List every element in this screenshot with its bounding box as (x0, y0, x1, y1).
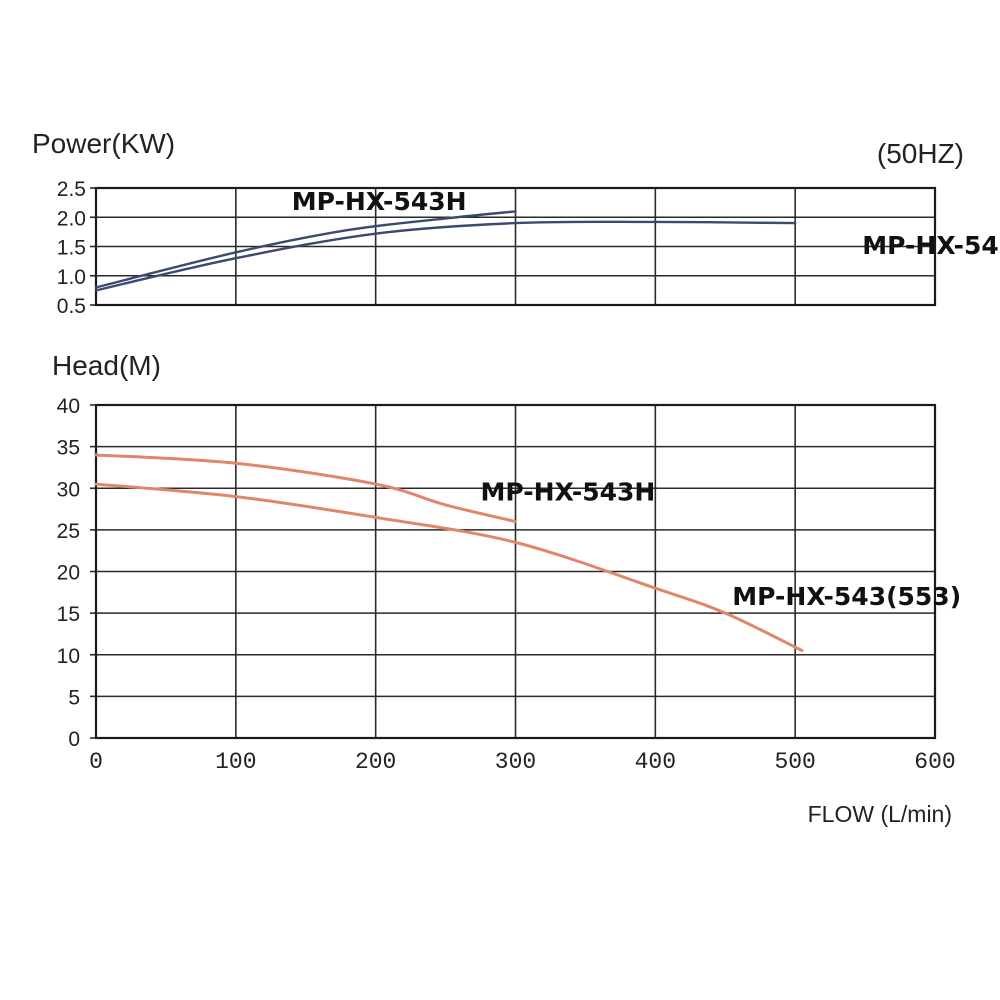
head-plot-frame (94, 403, 937, 740)
power-ytick-label: 2.5 (57, 178, 86, 201)
head-series-line (94, 453, 517, 524)
head-series-line (94, 482, 804, 653)
head-ytick-label: 0 (68, 728, 80, 751)
head-xtick-label: 200 (355, 749, 396, 775)
head-ytick-label: 35 (57, 437, 80, 460)
head-ytick-label: 25 (57, 520, 80, 543)
head-axis-title: Head(M) (52, 350, 161, 381)
head-ytick-label: 20 (57, 562, 80, 585)
head-series-label: MP-HX-543(553) (732, 582, 961, 611)
power-panel: 2.5 2.0 1.5 1.0 0.5 MP-HX-543H MP-HX-543(553) (57, 178, 1000, 318)
x-axis-title: FLOW (L/min) (808, 801, 952, 827)
power-plot-frame (94, 186, 937, 307)
power-ytick-label: 2.0 (57, 207, 86, 230)
power-ytick-label: 1.5 (57, 237, 86, 260)
head-xtick-label: 600 (914, 749, 955, 775)
power-series-line (94, 220, 797, 292)
head-xtick-label: 300 (495, 749, 536, 775)
head-ytick-label: 5 (68, 686, 80, 709)
power-axis-title: Power(KW) (32, 128, 175, 159)
power-series-line (94, 210, 517, 289)
power-ytick-label: 0.5 (57, 295, 86, 318)
head-xtick-label: 400 (635, 749, 676, 775)
power-ytick-label: 1.0 (57, 266, 86, 289)
head-series-label: MP-HX-543H (481, 478, 656, 507)
frequency-label: (50HZ) (877, 138, 964, 169)
power-series-label: MP-HX-543H (292, 187, 467, 216)
power-series-label: MP-HX-543(553) (862, 231, 1000, 260)
head-xtick-label: 0 (89, 749, 103, 775)
head-ytick-label: 40 (57, 395, 80, 418)
head-xtick-label: 500 (774, 749, 815, 775)
head-xtick-label: 100 (215, 749, 256, 775)
head-ytick-label: 30 (57, 478, 80, 501)
head-ytick-label: 15 (57, 603, 80, 626)
head-ytick-label: 10 (57, 645, 80, 668)
